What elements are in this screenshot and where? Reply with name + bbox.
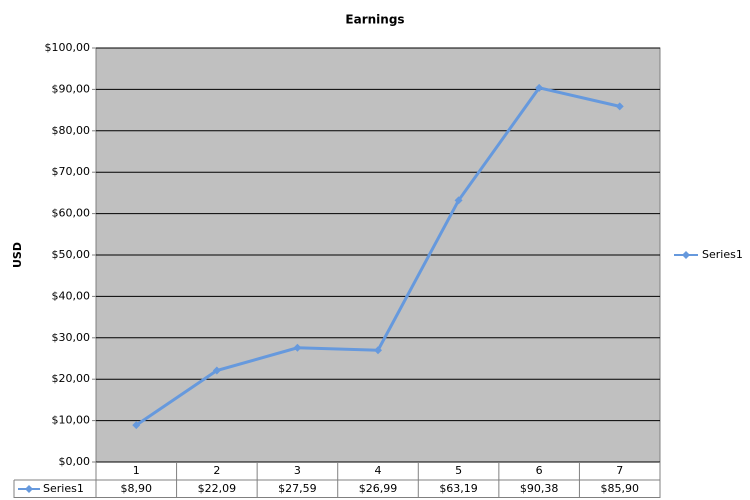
y-tick-label: $90,00 [52, 82, 91, 95]
table-value: $26,99 [359, 482, 398, 495]
y-tick-label: $30,00 [52, 331, 91, 344]
y-tick-label: $80,00 [52, 124, 91, 137]
marker [132, 421, 141, 430]
y-tick-label: $40,00 [52, 289, 91, 302]
y-tick-label: $10,00 [52, 414, 91, 427]
y-tick-label: $0,00 [59, 455, 91, 468]
table-value: $63,19 [439, 482, 478, 495]
marker [535, 83, 544, 92]
legend-key-marker [682, 251, 690, 259]
table-value: $85,90 [600, 482, 639, 495]
table-value: $22,09 [198, 482, 237, 495]
marker [454, 196, 463, 205]
y-tick-label: $70,00 [52, 165, 91, 178]
y-axis-label: USD [11, 242, 24, 268]
table-series-name: Series1 [43, 482, 84, 495]
marker [374, 346, 382, 355]
x-tick-label: 1 [133, 464, 140, 477]
table-value: $90,38 [520, 482, 559, 495]
y-tick-label: $50,00 [52, 248, 91, 261]
marker [615, 102, 624, 111]
chart-title: Earnings [345, 13, 404, 27]
legend-key-marker [25, 485, 33, 493]
marker [293, 343, 302, 352]
x-tick-label: 5 [455, 464, 462, 477]
x-tick-label: 2 [213, 464, 220, 477]
table-value: $8,90 [121, 482, 153, 495]
table-value: $27,59 [278, 482, 317, 495]
y-tick-label: $60,00 [52, 207, 91, 220]
marker [212, 366, 221, 375]
y-tick-label: $100,00 [45, 41, 91, 54]
legend-label: Series1 [702, 248, 743, 261]
x-tick-label: 3 [294, 464, 301, 477]
x-tick-label: 4 [375, 464, 382, 477]
x-tick-label: 6 [536, 464, 543, 477]
x-tick-label: 7 [616, 464, 623, 477]
y-tick-label: $20,00 [52, 372, 91, 385]
